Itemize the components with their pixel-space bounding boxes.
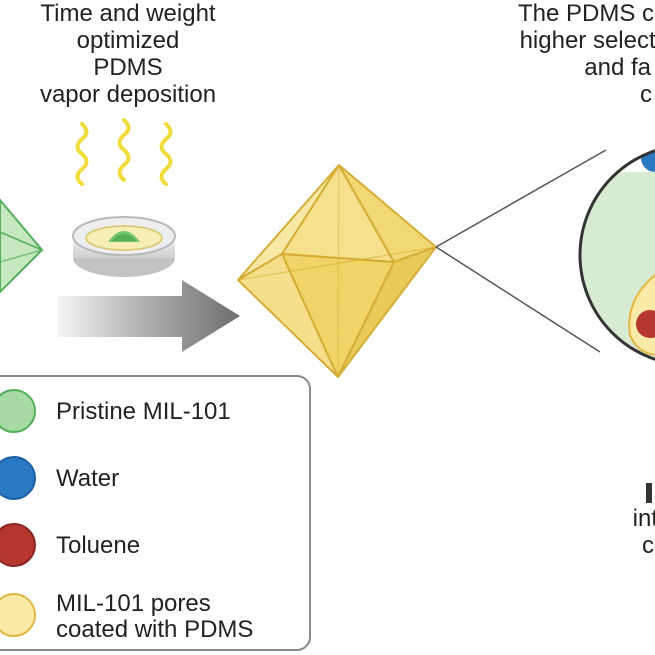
zoom-inset	[578, 145, 655, 365]
process-caption-line: PDMS	[93, 54, 163, 81]
bottom-right-line: int	[632, 505, 655, 532]
result-caption-line: The PDMS c	[517, 0, 654, 27]
pdms-coated-octahedron	[237, 164, 437, 378]
process-caption: Time and weight optimized PDMS vapor dep…	[0, 0, 256, 108]
petri-dish-icon	[72, 216, 176, 277]
legend-label-toluene: Toluene	[56, 532, 141, 559]
zoom-lines	[435, 149, 607, 353]
pdms-pores-swatch-icon	[0, 593, 36, 637]
process-arrow-icon	[57, 280, 240, 352]
legend-label-water: Water	[56, 465, 120, 492]
process-caption-line: optimized	[76, 27, 180, 54]
bottom-right-line: c	[642, 532, 654, 559]
toluene-swatch-icon	[0, 523, 36, 567]
pristine-swatch-icon	[0, 389, 36, 433]
result-caption-line: higher selecti	[519, 27, 655, 54]
pristine-octahedron	[0, 198, 44, 294]
legend-label-pristine: Pristine MIL-101	[56, 398, 231, 425]
result-caption: The PDMS c higher selecti and fa c	[492, 0, 655, 108]
result-caption-line: c	[640, 81, 652, 108]
legend	[0, 375, 311, 651]
water-swatch-icon	[0, 456, 36, 500]
result-caption-line: and fa	[584, 54, 651, 81]
legend-label-pdms-line1: MIL-101 pores	[56, 590, 211, 617]
process-caption-line: Time and weight	[40, 0, 216, 27]
vapor-waves-icon	[75, 118, 173, 186]
legend-label-pdms-line2: coated with PDMS	[56, 616, 254, 643]
process-caption-line: vapor deposition	[39, 81, 217, 108]
bottom-right-caption: int c	[600, 478, 655, 559]
bottom-right-fragment-mark	[646, 483, 652, 503]
